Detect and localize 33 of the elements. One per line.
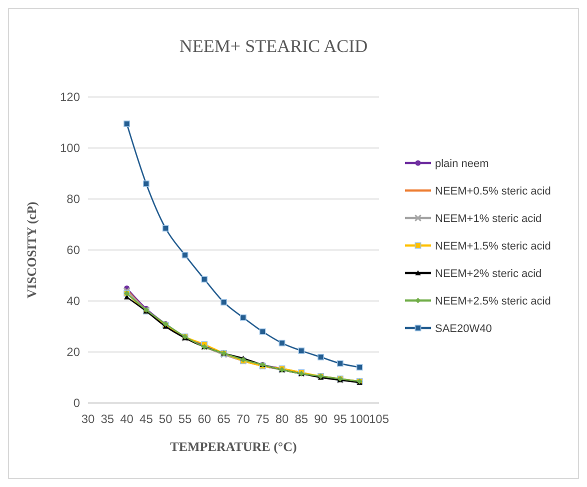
x-tick-label: 95 bbox=[334, 412, 348, 426]
x-tick-label: 70 bbox=[236, 412, 250, 426]
x-tick-label: 80 bbox=[275, 412, 289, 426]
y-tick-label: 20 bbox=[66, 345, 80, 359]
x-tick-label: 90 bbox=[314, 412, 328, 426]
x-tick-label: 55 bbox=[178, 412, 192, 426]
x-tick-label: 100 bbox=[350, 412, 370, 426]
x-tick-label: 35 bbox=[100, 412, 114, 426]
x-tick-label: 75 bbox=[256, 412, 270, 426]
y-tick-label: 0 bbox=[73, 396, 80, 410]
y-tick-label: 40 bbox=[66, 294, 80, 308]
x-tick-label: 85 bbox=[294, 412, 308, 426]
legend-label: NEEM+1% steric acid bbox=[435, 213, 542, 225]
x-tick-label: 50 bbox=[158, 412, 173, 426]
legend-label: NEEM+2% steric acid bbox=[435, 268, 542, 280]
y-axis-title: VISCOSITY (cP) bbox=[24, 202, 39, 298]
chart-title: NEEM+ STEARIC ACID bbox=[179, 36, 368, 56]
x-tick-label: 30 bbox=[81, 412, 95, 426]
legend-label: NEEM+1.5% steric acid bbox=[435, 240, 551, 252]
legend-label: plain neem bbox=[435, 158, 489, 170]
x-tick-label: 60 bbox=[198, 412, 212, 426]
x-tick-label: 45 bbox=[140, 412, 154, 426]
x-tick-label: 40 bbox=[120, 412, 134, 426]
y-tick-label: 100 bbox=[60, 141, 80, 155]
x-tick-label: 65 bbox=[217, 412, 231, 426]
x-axis-title: TEMPERATURE (°C) bbox=[170, 439, 297, 454]
y-tick-label: 120 bbox=[60, 90, 80, 104]
legend-label: NEEM+2.5% steric acid bbox=[435, 296, 551, 308]
x-tick-label: 105 bbox=[368, 412, 390, 426]
y-tick-label: 60 bbox=[66, 243, 80, 257]
y-tick-label: 80 bbox=[66, 192, 80, 206]
legend-label: NEEM+0.5% steric acid bbox=[435, 186, 551, 198]
legend-label: SAE20W40 bbox=[435, 323, 492, 335]
